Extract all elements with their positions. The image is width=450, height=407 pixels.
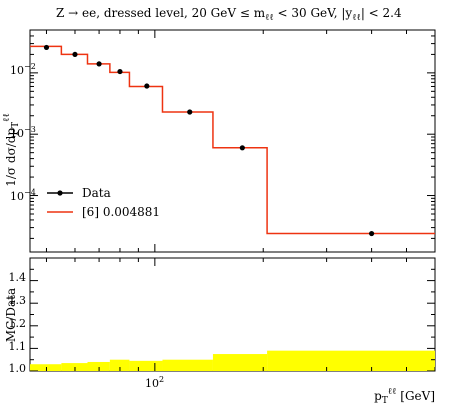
chart-title: Z → ee, dressed level, 20 GeV ≤ mℓℓ < 30… [56,6,402,23]
x-axis-label: pTℓℓ [GeV] [374,387,435,406]
data-point [43,44,50,51]
main-y-axis-label: 1/σ dσ/dpTℓℓ [2,113,21,187]
main-y-tick-label-1: 10−2 [10,62,36,77]
data-point [239,145,245,151]
ratio-y-tick-label-1.0: 1.0 [9,362,27,375]
data-point [96,61,102,67]
legend: Data [6] 0.004881 [47,186,160,219]
main-y-tick-label-2: 10−3 [10,125,36,140]
data-point [144,83,150,89]
data-point [187,109,193,115]
ratio-panel-ticks [30,257,436,372]
ratio-band-bin [267,350,435,371]
ratio-band [30,350,435,371]
ratio-band-bin [30,364,62,371]
main-panel-ticks [30,29,436,252]
legend-data-label: Data [82,186,111,200]
ratio-band-bin [61,363,88,371]
ratio-band-bin [129,360,163,371]
ratio-band-bin [212,354,268,371]
data-point [117,68,123,75]
ratio-y-tick-label-1.3: 1.3 [9,294,27,307]
main-y-tick-label-3: 10−4 [10,188,36,203]
ratio-y-axis-label: MC/Data [4,288,18,342]
data-point [369,230,375,237]
data-point [72,51,78,58]
ratio-y-tick-label-1.4: 1.4 [9,271,27,284]
legend-mc-label: [6] 0.004881 [82,205,160,219]
data-points [43,44,375,237]
legend-data-marker [57,190,63,196]
x-tick-label-100: 102 [145,375,164,390]
main-panel-frame [29,29,436,253]
ratio-y-tick-label-1.2: 1.2 [9,317,27,330]
ratio-y-tick-label-1.1: 1.1 [9,340,27,353]
ratio-band-bin [87,361,110,371]
ratio-band-bin [162,359,213,371]
ratio-band-bin [109,359,130,371]
